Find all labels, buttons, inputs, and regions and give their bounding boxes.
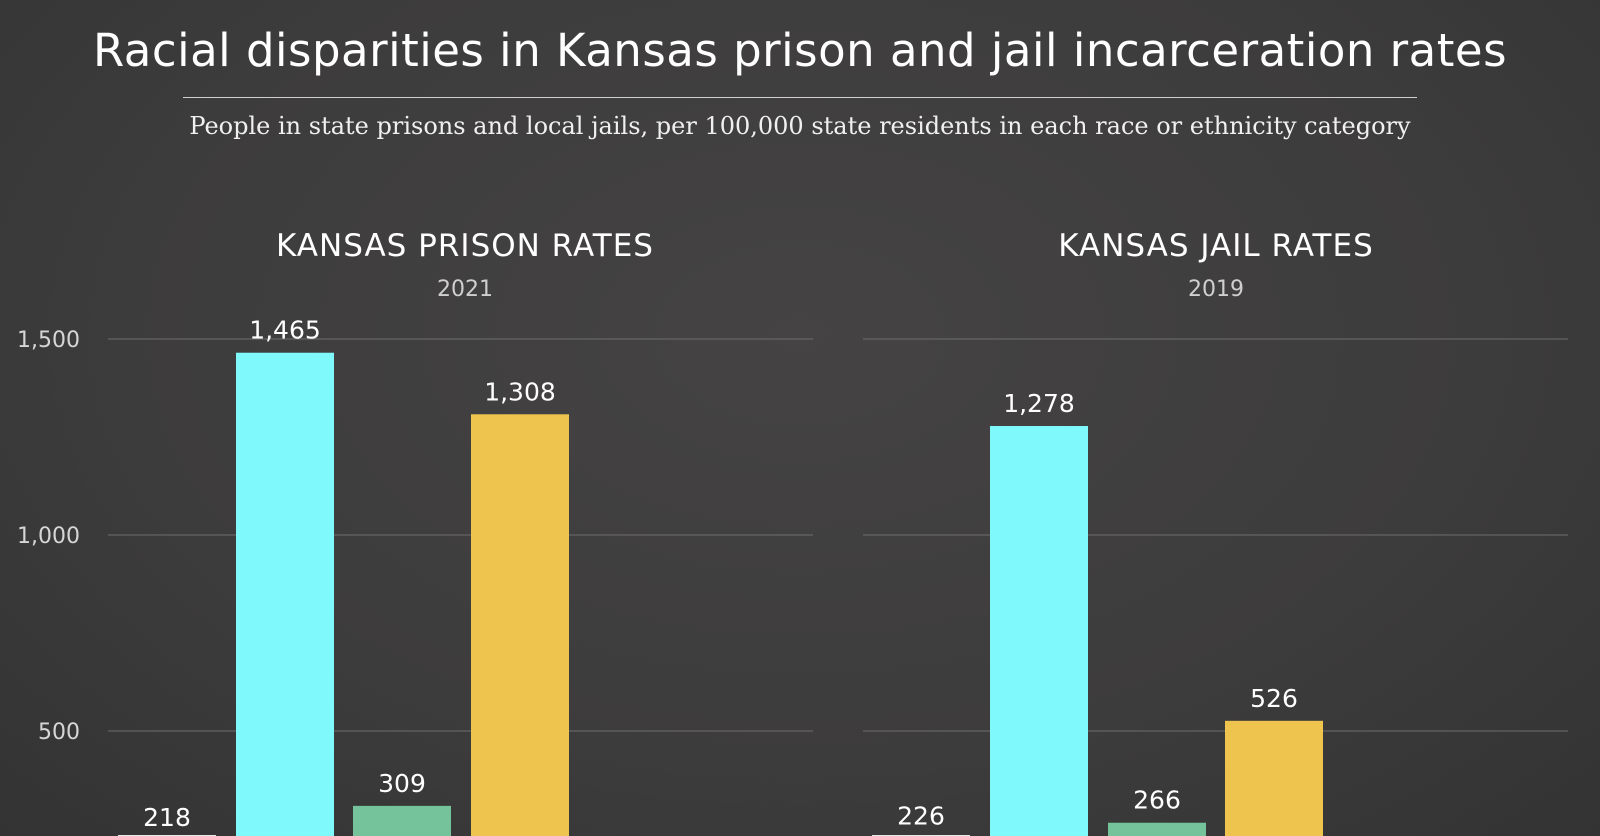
data-label: 226 bbox=[897, 801, 945, 830]
title-divider bbox=[183, 97, 1417, 98]
bar bbox=[1225, 720, 1323, 836]
bar bbox=[990, 426, 1088, 836]
y-tick-label: 1,500 bbox=[17, 328, 80, 353]
y-tick-label: 1,000 bbox=[17, 524, 80, 549]
bar bbox=[471, 414, 569, 836]
data-label: 218 bbox=[143, 803, 191, 832]
data-label: 526 bbox=[1250, 684, 1298, 713]
bar bbox=[236, 352, 334, 836]
bar bbox=[1108, 822, 1206, 836]
bar bbox=[353, 805, 451, 836]
data-label: 1,465 bbox=[249, 316, 321, 345]
chart-subtitle: People in state prisons and local jails,… bbox=[189, 112, 1411, 140]
data-label: 1,308 bbox=[484, 377, 556, 406]
data-label: 1,278 bbox=[1003, 389, 1075, 418]
chart-title: Racial disparities in Kansas prison and … bbox=[92, 24, 1508, 77]
prison-panel-year: 2021 bbox=[437, 277, 493, 302]
jail-panel-title: KANSAS JAIL RATES bbox=[1058, 228, 1374, 264]
jail-panel-year: 2019 bbox=[1188, 277, 1244, 302]
data-label: 309 bbox=[378, 769, 426, 798]
y-tick-label: 500 bbox=[38, 720, 80, 745]
data-label: 266 bbox=[1133, 786, 1181, 815]
prison-panel-title: KANSAS PRISON RATES bbox=[276, 228, 654, 264]
